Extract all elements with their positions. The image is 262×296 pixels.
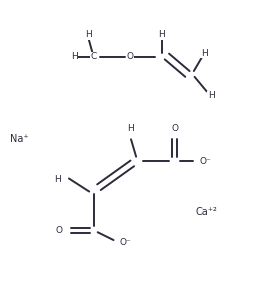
- Text: O: O: [171, 124, 178, 133]
- Text: H: H: [128, 124, 134, 133]
- Text: O: O: [126, 52, 133, 61]
- Text: Na⁺: Na⁺: [10, 134, 29, 144]
- Text: C: C: [91, 52, 97, 61]
- Text: H: H: [71, 52, 78, 61]
- Text: H: H: [201, 49, 208, 57]
- Text: O⁻: O⁻: [120, 238, 132, 247]
- Text: Ca⁺²: Ca⁺²: [195, 207, 217, 217]
- Text: H: H: [208, 91, 214, 100]
- Text: H: H: [159, 30, 165, 39]
- Text: H: H: [54, 176, 61, 184]
- Text: O⁻: O⁻: [199, 157, 211, 165]
- Text: O: O: [55, 226, 62, 235]
- Text: H: H: [85, 30, 92, 39]
